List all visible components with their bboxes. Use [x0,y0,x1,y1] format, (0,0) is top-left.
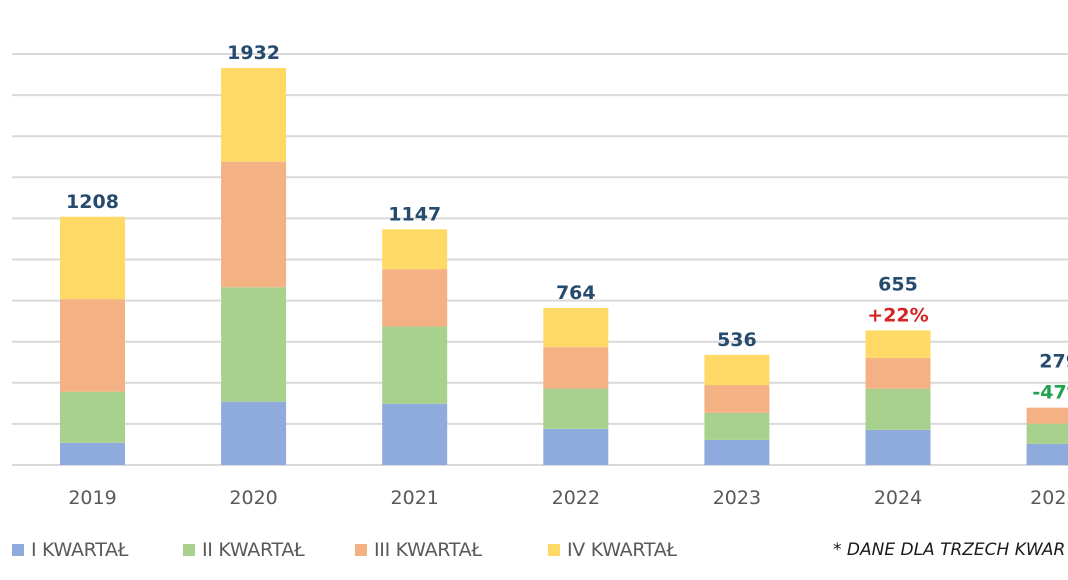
x-tick-2019: 2019 [68,487,116,509]
legend-swatch-q2 [183,544,195,556]
footnote: * DANE DLA TRZECH KWAR [833,540,1066,560]
bar-segment-2023-q4 [704,354,770,386]
legend-item-q3: III KWARTAŁ [355,536,482,564]
bars [60,67,1068,465]
legend-item-q2: II KWARTAŁ [183,536,305,564]
bar-segment-2023-q2 [704,412,770,440]
bar-segment-2019-q2 [60,391,125,443]
legend-item-q4: IV KWARTAŁ [548,536,677,564]
legend-label-q4: IV KWARTAŁ [567,539,677,561]
bar-segment-2019-q3 [60,299,125,392]
bar-segment-2025-q2 [1026,423,1068,444]
bar-segment-2023-q3 [704,385,770,413]
legend-label-q2: II KWARTAŁ [202,539,305,561]
bar-segment-2019-q4 [60,216,125,300]
bar-segment-2024-q4 [865,330,931,358]
bar-segment-2022-q2 [543,388,609,429]
total-labels: 1208 1932 1147 764 536 655 279 [66,42,1068,373]
bar-segment-2025-q1 [1026,443,1068,465]
bar-segment-2022-q3 [543,347,609,389]
legend-label-q1: I KWARTAŁ [31,539,129,561]
x-tick-2024: 2024 [874,487,922,509]
legend-swatch-q1 [12,544,24,556]
total-label-2023: 536 [717,329,757,351]
total-label-2022: 764 [556,282,596,304]
change-annotations: +22% -47% [867,304,1068,403]
bar-segment-2021-q3 [382,269,448,327]
bar-segment-2020-q3 [221,161,287,288]
bar-segment-2024-q1 [865,429,931,465]
total-label-2019: 1208 [66,191,119,213]
change-label-2025: -47% [1032,382,1068,404]
x-tick-2023: 2023 [713,487,761,509]
x-tick-2025: 2025* [1030,487,1068,509]
bar-segment-2020-q2 [221,287,287,402]
change-label-2024: +22% [867,304,928,326]
bar-segment-2022-q1 [543,428,609,465]
x-axis-tick-labels: 2019 2020 2021 2022 2023 2024 2025* [68,487,1068,509]
bar-segment-2020-q4 [221,67,287,162]
legend-item-q1: I KWARTAŁ [12,536,128,564]
total-label-2025: 279 [1039,351,1068,373]
bar-segment-2024-q2 [865,388,931,430]
x-tick-2020: 2020 [229,487,277,509]
legend: I KWARTAŁ II KWARTAŁ III KWARTAŁ IV KWARTAŁ [0,536,1068,564]
x-tick-2022: 2022 [552,487,600,509]
bar-segment-2021-q2 [382,326,448,404]
bar-segment-2024-q3 [865,357,931,389]
bar-segment-2022-q4 [543,307,609,348]
bar-segment-2021-q4 [382,229,448,270]
legend-swatch-q4 [548,544,560,556]
bar-segment-2021-q1 [382,403,448,465]
legend-swatch-q3 [355,544,367,556]
total-label-2021: 1147 [388,203,441,225]
bar-segment-2019-q1 [60,442,125,465]
bar-segment-2025-q3 [1026,407,1068,424]
legend-label-q3: III KWARTAŁ [374,539,482,561]
x-tick-2021: 2021 [391,487,439,509]
bar-segment-2020-q1 [221,401,287,465]
bar-segment-2023-q1 [704,439,770,465]
total-label-2020: 1932 [227,42,280,64]
gridlines [12,53,1068,466]
total-label-2024: 655 [878,273,918,295]
